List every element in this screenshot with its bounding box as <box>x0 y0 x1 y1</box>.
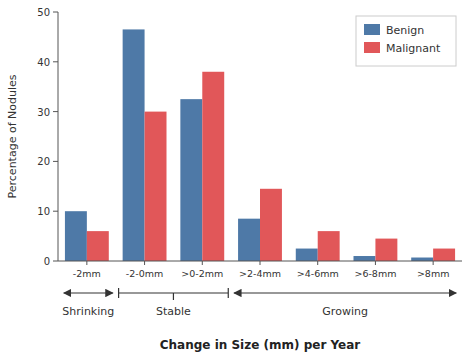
annotation-arrow <box>234 292 456 293</box>
x-tick <box>317 261 318 265</box>
bar <box>145 112 167 261</box>
bar <box>296 249 318 261</box>
legend-swatch <box>364 42 380 53</box>
y-axis <box>58 12 59 261</box>
bar <box>318 231 340 261</box>
bar <box>202 72 224 261</box>
bar <box>353 256 375 261</box>
bar <box>375 239 397 261</box>
bar <box>65 211 87 261</box>
y-tick <box>53 261 58 262</box>
annotation-arrow <box>64 292 113 293</box>
y-tick-label: 40 <box>37 57 50 68</box>
x-tick-label: >2-4mm <box>239 268 281 279</box>
x-axis-label: Change in Size (mm) per Year <box>160 338 361 352</box>
x-tick <box>144 261 145 265</box>
y-tick-label: 50 <box>37 7 50 18</box>
x-tick <box>433 261 434 265</box>
bar <box>260 189 282 261</box>
legend-label: Malignant <box>386 42 441 55</box>
annotation-label: Growing <box>322 305 368 318</box>
x-tick-label: >4-6mm <box>297 268 339 279</box>
annotation-label: Shrinking <box>62 305 114 318</box>
legend-label: Benign <box>386 24 424 37</box>
bar <box>238 219 260 261</box>
y-tick-label: 10 <box>37 206 50 217</box>
y-tick-label: 0 <box>44 256 50 267</box>
x-tick-label: >6-8mm <box>354 268 396 279</box>
annotation-label: Stable <box>156 305 191 318</box>
annotation-bracket <box>119 288 229 300</box>
x-tick <box>260 261 261 265</box>
x-tick <box>202 261 203 265</box>
legend-box <box>356 16 456 66</box>
legend: Benign Malignant <box>356 16 456 66</box>
y-tick <box>53 211 58 212</box>
y-tick-label: 30 <box>37 107 50 118</box>
bar <box>433 249 455 261</box>
bar <box>123 29 145 261</box>
bar <box>87 231 109 261</box>
x-tick-label: -2mm <box>73 268 101 279</box>
bar <box>411 258 433 261</box>
x-tick-label: >0-2mm <box>181 268 223 279</box>
legend-swatch <box>364 24 380 35</box>
y-tick-label: 20 <box>37 156 50 167</box>
y-tick <box>53 61 58 62</box>
bar <box>180 99 202 261</box>
y-tick <box>53 161 58 162</box>
y-tick <box>53 111 58 112</box>
x-tick <box>375 261 376 265</box>
x-tick-label: -2-0mm <box>126 268 163 279</box>
x-tick-label: >8mm <box>417 268 450 279</box>
y-tick <box>53 12 58 13</box>
x-tick <box>86 261 87 265</box>
chart: 0 10 20 30 40 50 -2mm -2-0mm >0-2mm >2-4mm >4-6mm >… <box>0 0 474 359</box>
y-axis-label: Percentage of Nodules <box>6 74 19 198</box>
